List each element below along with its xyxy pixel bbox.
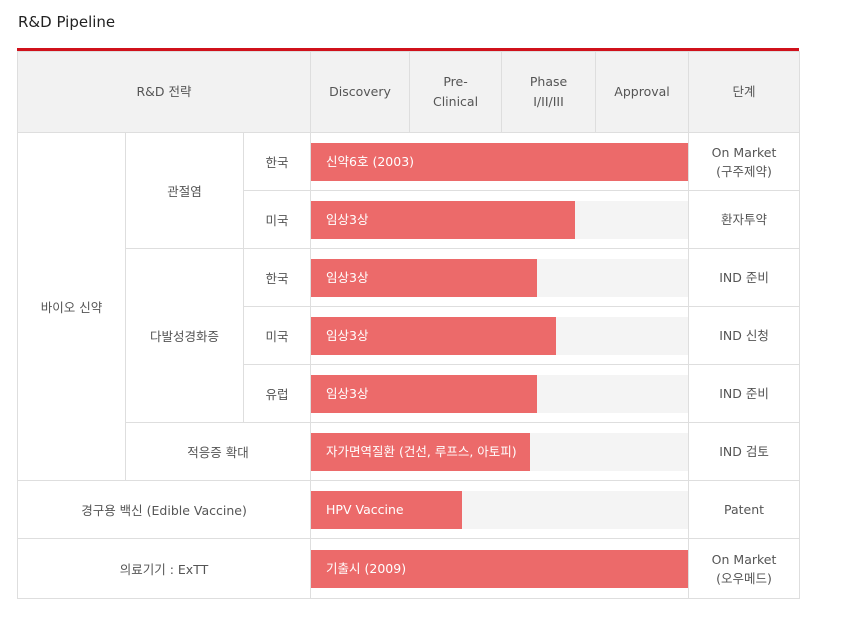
table-row: 의료기기 : ExTT 기출시 (2009) On Market (오우메드) [16,538,801,599]
progress-label: 임상3상 [326,269,369,285]
status-cell: Patent [688,480,801,539]
header-stage-approval: Approval [595,51,690,133]
progress-cell: 기출시 (2009) [310,538,690,599]
subgroup-arthritis: 관절염 [125,132,244,249]
region-cell: 한국 [242,248,312,307]
progress-bar [311,432,530,471]
table-row: 다발성경화증 한국 임상3상 IND 준비 [18,248,801,423]
status-cell: IND 준비 [688,248,801,307]
progress-cell: 자가면역질환 (건선, 루프스, 아토피) [310,422,690,481]
progress-bar [311,200,575,239]
group-vaccine: 경구용 백신 (Edible Vaccine) [16,480,312,539]
region-cell: 한국 [242,132,312,191]
progress-label: 임상3상 [326,211,369,227]
header-stage-phase: Phase I/II/III [501,51,597,133]
progress-label: 임상3상 [326,327,369,343]
progress-bar [311,549,689,588]
subgroup-expansion: 적응증 확대 [124,422,312,481]
header-strategy: R&D 전략 [16,51,312,133]
progress-label: 자가면역질환 (건선, 루프스, 아토피) [326,443,517,459]
page-title: R&D Pipeline [18,13,116,31]
group-device: 의료기기 : ExTT [16,538,312,599]
progress-track: 자가면역질환 (건선, 루프스, 아토피) [311,432,689,471]
progress-bar [311,316,557,355]
table-row: 경구용 백신 (Edible Vaccine) HPV Vaccine Pate… [16,480,801,539]
table-row: 미국 임상3상 환자투약 [18,190,801,249]
progress-bar [311,142,689,181]
table-row: 적응증 확대 자가면역질환 (건선, 루프스, 아토피) IND 검토 [18,422,801,481]
table-row: 미국 임상3상 IND 신청 [18,306,801,365]
progress-track: 임상3상 [311,374,689,413]
progress-bar [311,374,538,413]
table-row: 유럽 임상3상 IND 준비 [18,364,801,423]
progress-cell: HPV Vaccine [310,480,690,539]
progress-label: 기출시 (2009) [326,560,407,576]
table-row: 바이오 신약 관절염 한국 신약6호 (2003) On Market (구주제… [17,132,801,481]
progress-cell: 임상3상 [310,364,690,423]
progress-track: HPV Vaccine [311,490,689,529]
progress-cell: 임상3상 [310,248,690,307]
progress-label: HPV Vaccine [326,501,404,517]
status-cell: On Market (오우메드) [688,538,801,599]
pipeline-table: R&D 전략 Discovery Pre- Clinical Phase I/I… [16,51,801,599]
progress-cell: 임상3상 [310,306,690,365]
progress-track: 임상3상 [311,258,689,297]
status-cell: IND 준비 [688,364,801,423]
header-stage-discovery: Discovery [310,51,411,133]
status-cell: IND 검토 [688,422,801,481]
status-cell: 환자투약 [688,190,801,249]
progress-label: 신약6호 (2003) [326,153,415,169]
progress-track: 임상3상 [311,200,689,239]
region-cell: 유럽 [242,364,312,423]
subgroup-ms: 다발성경화증 [125,248,244,423]
progress-track: 임상3상 [311,316,689,355]
progress-cell: 임상3상 [310,190,690,249]
header-stage-preclinical: Pre- Clinical [409,51,503,133]
progress-track: 신약6호 (2003) [311,142,689,181]
title-divider [17,48,799,51]
header-status: 단계 [688,51,801,133]
status-cell: IND 신청 [688,306,801,365]
region-cell: 미국 [242,190,312,249]
progress-bar [311,258,538,297]
progress-cell: 신약6호 (2003) [310,132,690,191]
group-bio: 바이오 신약 [17,132,126,481]
progress-label: 임상3상 [326,385,369,401]
status-cell: On Market (구주제약) [688,132,801,191]
region-cell: 미국 [242,306,312,365]
progress-track: 기출시 (2009) [311,549,689,588]
progress-bar [311,490,462,529]
